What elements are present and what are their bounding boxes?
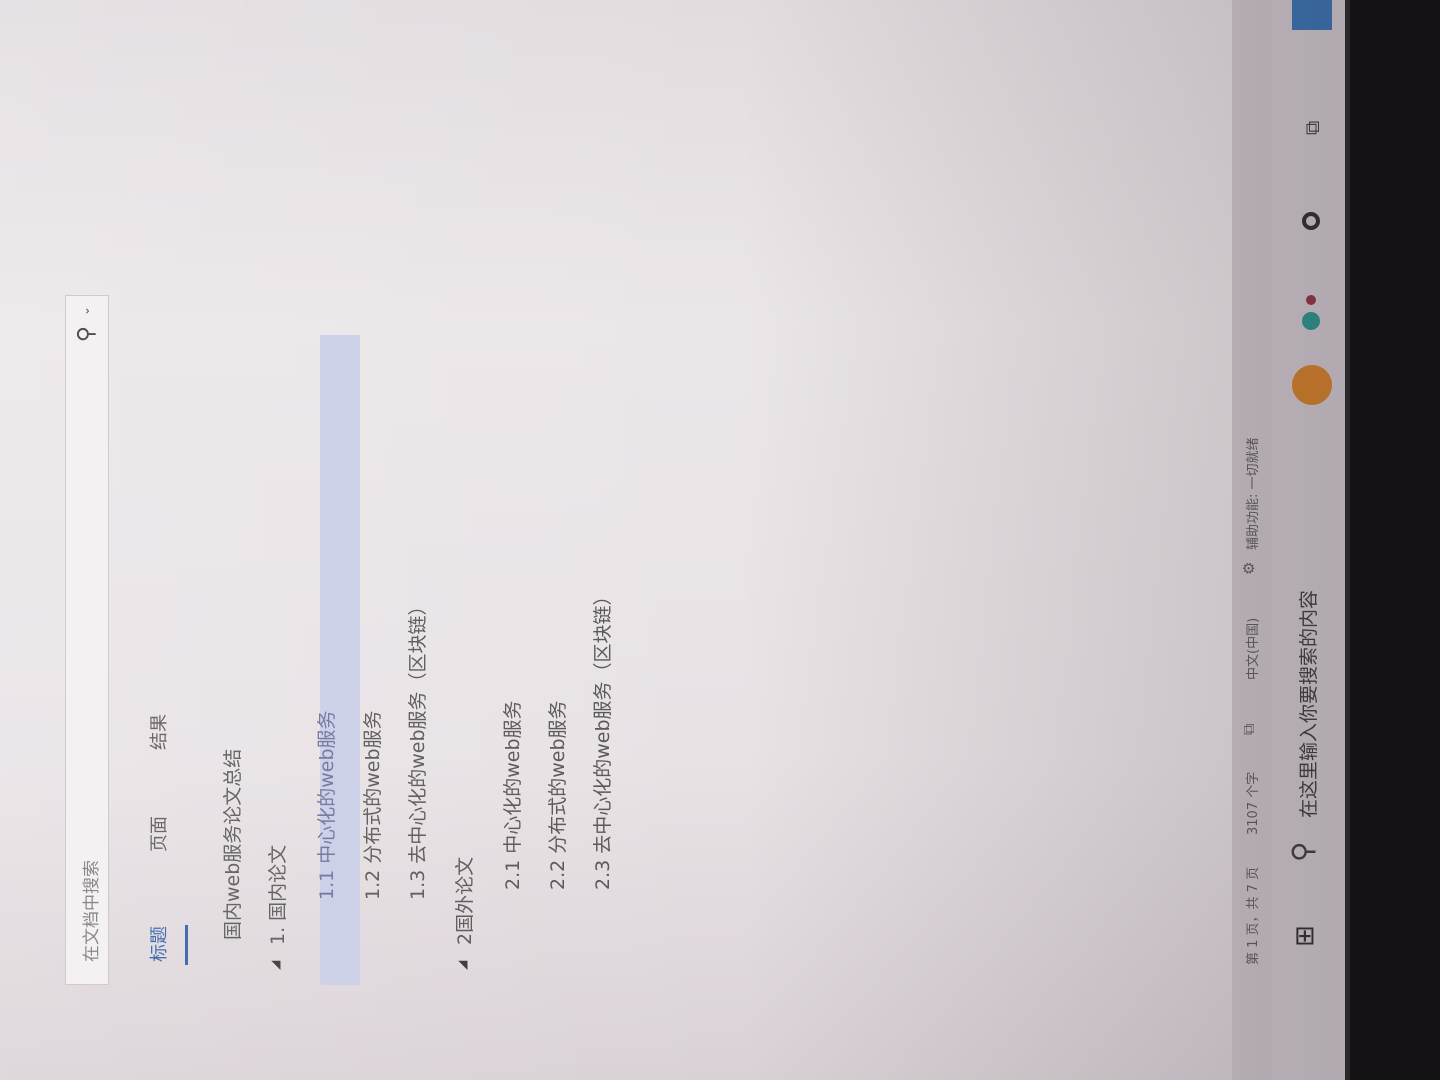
language[interactable]: 中文(中国) <box>1246 617 1261 680</box>
photo-lighting <box>0 0 1350 1080</box>
proofing-icon[interactable]: ⧉ <box>1239 723 1258 735</box>
word-count[interactable]: 3107 个字 <box>1246 771 1261 835</box>
monitor-bezel <box>1345 0 1350 1080</box>
windows-start-icon[interactable]: ⊞ <box>1290 925 1320 947</box>
tab-pages[interactable]: 页面 <box>149 816 170 852</box>
search-placeholder: 在文档中搜索 <box>82 860 102 962</box>
cortana-icon[interactable] <box>1302 212 1320 230</box>
heading-item[interactable]: 国内web服务论文总结 <box>222 748 244 940</box>
document-search-input[interactable]: 在文档中搜索 ⚲ ⌄ <box>65 295 109 985</box>
heading-item-selected[interactable]: 1.1 中心化的web服务 <box>316 710 338 900</box>
tab-headings[interactable]: 标题 <box>149 926 170 962</box>
app-icon-red[interactable] <box>1306 295 1316 305</box>
heading-item[interactable]: 2国外论文 <box>454 856 476 945</box>
app-icon-orange[interactable] <box>1292 365 1332 405</box>
status-bar: 第 1 页，共 7 页 3107 个字 ⧉ 中文(中国) ⚙ 辅助功能: 一切就… <box>1232 0 1272 1080</box>
heading-item[interactable]: 1.2 分布式的web服务 <box>362 710 384 900</box>
task-view-icon[interactable]: ⧉ <box>1300 120 1324 135</box>
taskbar-search-input[interactable]: 在这里输入你要搜索的内容 <box>1298 589 1320 818</box>
expand-arrow-icon[interactable]: ◢ <box>455 960 469 970</box>
pinned-app-icon[interactable] <box>1292 0 1332 30</box>
app-icon-teal[interactable] <box>1302 312 1320 330</box>
accessibility-status[interactable]: 辅助功能: 一切就绪 <box>1246 437 1261 550</box>
accessibility-icon[interactable]: ⚙ <box>1240 561 1258 575</box>
tab-results[interactable]: 结果 <box>149 714 170 750</box>
heading-item[interactable]: 2.3 去中心化的web服务（区块链） <box>592 586 614 890</box>
heading-item[interactable]: 1.3 去中心化的web服务（区块链） <box>407 596 429 900</box>
heading-item[interactable]: 1. 国内论文 <box>267 844 289 945</box>
search-icon[interactable]: ⚲ <box>74 326 99 343</box>
page-count[interactable]: 第 1 页，共 7 页 <box>1246 866 1261 965</box>
active-tab-indicator <box>185 925 188 965</box>
heading-item[interactable]: 2.2 分布式的web服务 <box>547 700 569 890</box>
screen: 在文档中搜索 ⚲ ⌄ 标题 页面 结果 国内web服务论文总结 ◢ 1. 国内论… <box>0 0 1350 1080</box>
search-icon[interactable]: ⚲ <box>1286 841 1319 862</box>
chevron-down-icon[interactable]: ⌄ <box>78 306 92 317</box>
taskbar: ⊞ ⚲ 在这里输入你要搜索的内容 ⧉ <box>1272 0 1350 1080</box>
expand-arrow-icon[interactable]: ◢ <box>268 960 282 970</box>
heading-item[interactable]: 2.1 中心化的web服务 <box>502 700 524 890</box>
